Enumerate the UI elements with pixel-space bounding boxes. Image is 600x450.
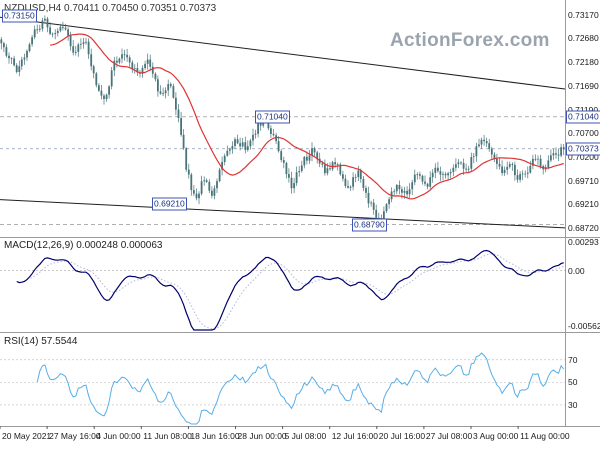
rsi-indicator-label: RSI(14) 57.5544 (4, 336, 78, 347)
price-axis-label: 0.71190 (568, 105, 598, 115)
rsi-axis-label: 50 (568, 377, 578, 388)
macd-axis-label: -0.00562 (568, 321, 600, 332)
price-level-annotation: 0.71040 (255, 110, 290, 124)
price-level-annotation: 0.73150 (2, 9, 37, 23)
time-axis-label: 27 May 16:00 (49, 431, 101, 441)
price-axis-highlight-label: 0.70373 (566, 142, 600, 156)
macd-axis-label: 0.00293 (568, 236, 599, 247)
macd-indicator-label: MACD(12,26,9) 0.000248 0.000063 (4, 240, 163, 251)
time-axis-label: 27 Jul 08:00 (425, 431, 473, 441)
price-axis-label: 0.70700 (568, 128, 599, 139)
time-axis-label: 20 Jul 16:00 (378, 431, 426, 441)
time-axis-label: 20 May 2021 (2, 431, 52, 441)
price-axis-label: 0.68720 (568, 222, 599, 233)
price-axis-highlight-label: 0.71040 (566, 110, 600, 124)
price-axis-label: 0.69710 (568, 175, 599, 186)
price-axis-label: 0.72680 (568, 33, 599, 44)
rsi-axis-label: 70 (568, 354, 578, 365)
time-axis-label: 5 Jul 08:00 (284, 431, 327, 441)
price-axis-label: 0.73170 (568, 9, 599, 20)
time-axis-label: 18 Jun 16:00 (190, 431, 240, 441)
price-axis-label: 0.70200 (568, 152, 599, 163)
symbol-ohlc-title: NZDUSD,H4 0.70411 0.70450 0.70351 0.7037… (4, 3, 217, 14)
time-axis-label: 28 Jun 00:00 (237, 431, 287, 441)
time-axis-label: 11 Aug 00:00 (520, 431, 570, 441)
rsi-axis-label: 30 (568, 399, 578, 410)
macd-axis-label: 0.00 (568, 265, 585, 276)
time-axis-label: 11 Jun 08:00 (143, 431, 192, 441)
time-axis-label: 3 Aug 00:00 (473, 431, 519, 441)
time-axis-label: 4 Jun 00:00 (96, 431, 141, 441)
price-axis-label: 0.71690 (568, 80, 599, 91)
price-axis-label: 0.69210 (568, 199, 599, 210)
price-level-annotation: 0.69210 (152, 197, 187, 211)
price-level-annotation: 0.68790 (352, 218, 387, 232)
price-axis-label: 0.72180 (568, 57, 599, 68)
watermark-logo: ActionForex.com (390, 30, 550, 51)
time-axis-label: 12 Jul 16:00 (331, 431, 379, 441)
